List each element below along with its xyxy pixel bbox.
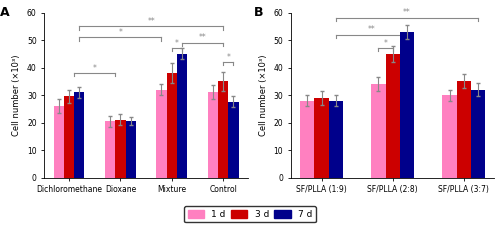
Text: **: ** <box>368 25 375 34</box>
Text: **: ** <box>403 8 411 17</box>
Bar <box>372 84 386 178</box>
Y-axis label: Cell number (×10³): Cell number (×10³) <box>259 54 268 136</box>
Bar <box>177 54 187 178</box>
Bar <box>64 96 74 178</box>
Legend: 1 d, 3 d, 7 d: 1 d, 3 d, 7 d <box>184 206 316 222</box>
Bar <box>208 92 218 178</box>
Bar <box>218 81 228 178</box>
Bar <box>386 54 400 178</box>
Text: *: * <box>92 64 96 72</box>
Bar <box>156 90 166 178</box>
Text: *: * <box>118 28 122 37</box>
Bar <box>400 32 414 178</box>
Bar <box>328 101 343 178</box>
Bar <box>442 95 456 178</box>
Bar <box>74 92 85 178</box>
Bar <box>456 81 471 178</box>
Bar <box>228 102 238 178</box>
Text: *: * <box>384 39 388 48</box>
Y-axis label: Cell number (×10³): Cell number (×10³) <box>12 54 22 136</box>
Bar <box>300 101 314 178</box>
Bar <box>126 121 136 178</box>
Text: B: B <box>254 6 264 19</box>
Text: **: ** <box>198 33 206 42</box>
Bar <box>54 106 64 178</box>
Bar <box>105 121 115 178</box>
Text: A: A <box>0 6 9 19</box>
Bar <box>115 120 126 178</box>
Bar <box>471 90 485 178</box>
Bar <box>166 73 177 178</box>
Bar <box>314 98 328 178</box>
Text: *: * <box>226 52 230 62</box>
Text: *: * <box>175 39 179 48</box>
Text: **: ** <box>148 17 155 26</box>
